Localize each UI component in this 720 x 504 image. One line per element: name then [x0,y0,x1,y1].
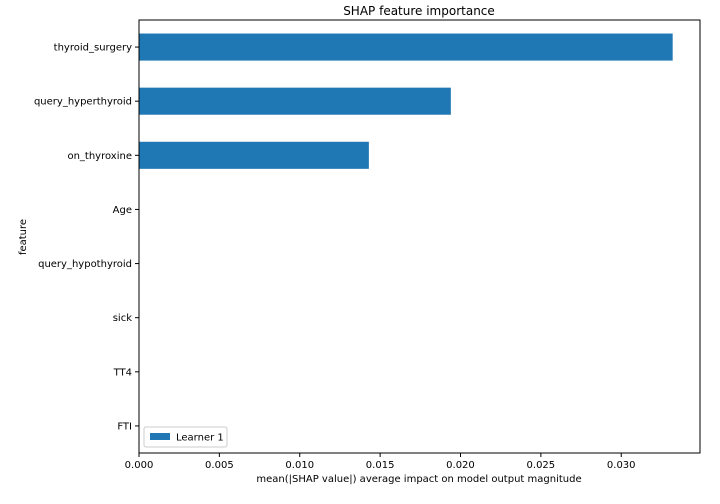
x-tick-label: 0.030 [607,460,636,471]
plot-frame [139,20,700,453]
y-tick-label: thyroid_surgery [54,43,132,54]
bar [139,88,451,115]
y-tick-label: on_thyroxine [67,151,132,162]
y-tick-label: sick [113,313,132,324]
x-tick-label: 0.015 [366,460,395,471]
y-tick-label: query_hyperthyroid [34,97,132,108]
legend: Learner 1 [144,427,227,447]
x-axis-title: mean(|SHAP value|) average impact on mod… [256,474,581,485]
y-tick-label: FTI [117,421,132,432]
legend-swatch [150,433,170,440]
chart-title: SHAP feature importance [343,4,495,18]
x-tick-label: 0.010 [285,460,314,471]
x-tick-label: 0.025 [527,460,556,471]
x-tick-label: 0.005 [205,460,234,471]
plot-area: thyroid_surgery query_hyperthyroid on_thyr… [34,20,700,471]
y-axis-title: feature [18,219,29,255]
y-tick-label: Age [113,205,132,216]
y-tick-label: query_hypothyroid [38,259,132,270]
x-tick-label: 0.000 [125,460,154,471]
x-tick-label: 0.020 [446,460,475,471]
y-tick-label: TT4 [113,367,132,378]
bar [139,142,369,169]
legend-label: Learner 1 [176,433,224,444]
bar [139,34,673,61]
